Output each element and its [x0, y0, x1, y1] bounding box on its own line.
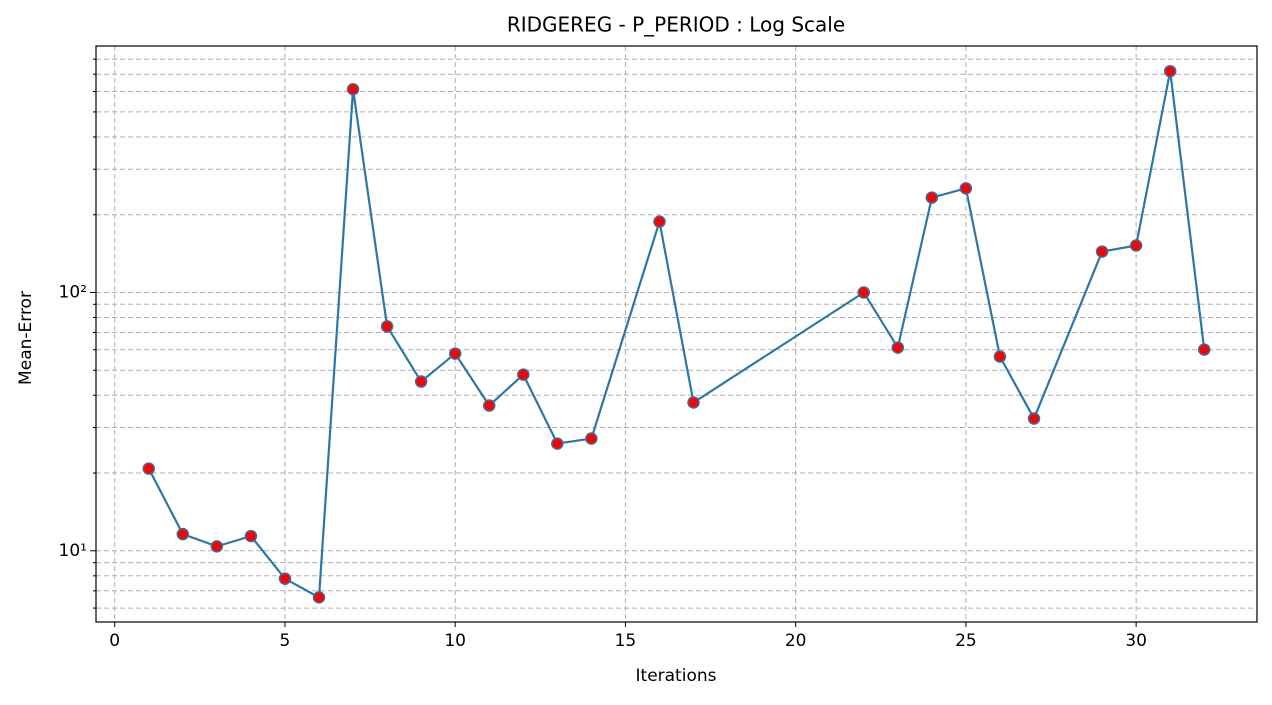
data-point: [1027, 412, 1041, 425]
data-point: [482, 399, 496, 412]
x-tick-label: 30: [1125, 631, 1147, 651]
data-line: [147, 70, 1206, 600]
x-tick-label: 20: [785, 631, 807, 651]
data-point: [176, 527, 190, 541]
data-point: [993, 350, 1007, 363]
x-tick-label: 0: [109, 631, 120, 651]
data-point: [1163, 64, 1177, 78]
x-tick-label: 10: [444, 631, 466, 651]
data-point: [244, 529, 258, 543]
data-point: [959, 182, 973, 195]
data-point: [1095, 245, 1109, 258]
chart-title: RIDGEREG - P_PERIOD : Log Scale: [507, 13, 845, 37]
data-point: [346, 83, 360, 96]
data-point: [278, 572, 292, 585]
data-point: [210, 540, 224, 553]
x-tick-label: 15: [615, 631, 637, 651]
data-point: [517, 368, 530, 381]
x-axis-label: Iterations: [636, 666, 717, 686]
data-point: [891, 341, 905, 354]
plot-frame: [95, 45, 1258, 623]
data-point: [653, 215, 666, 228]
y-axis-label: Mean-Error: [16, 291, 36, 385]
data-point: [925, 191, 939, 204]
x-tick-label: 25: [955, 631, 977, 651]
data-point: [142, 462, 156, 475]
y-tick-label: 10²: [59, 282, 87, 302]
data-point: [1129, 239, 1143, 252]
data-point: [1197, 343, 1211, 356]
data-point: [551, 437, 564, 450]
x-tick-label: 5: [280, 631, 291, 651]
data-point: [687, 396, 700, 409]
data-point: [312, 591, 326, 604]
data-point: [857, 286, 871, 299]
data-point: [448, 347, 462, 360]
data-point: [414, 375, 428, 388]
data-point: [585, 432, 598, 445]
data-point: [380, 320, 394, 333]
y-tick-label: 10¹: [59, 541, 87, 561]
